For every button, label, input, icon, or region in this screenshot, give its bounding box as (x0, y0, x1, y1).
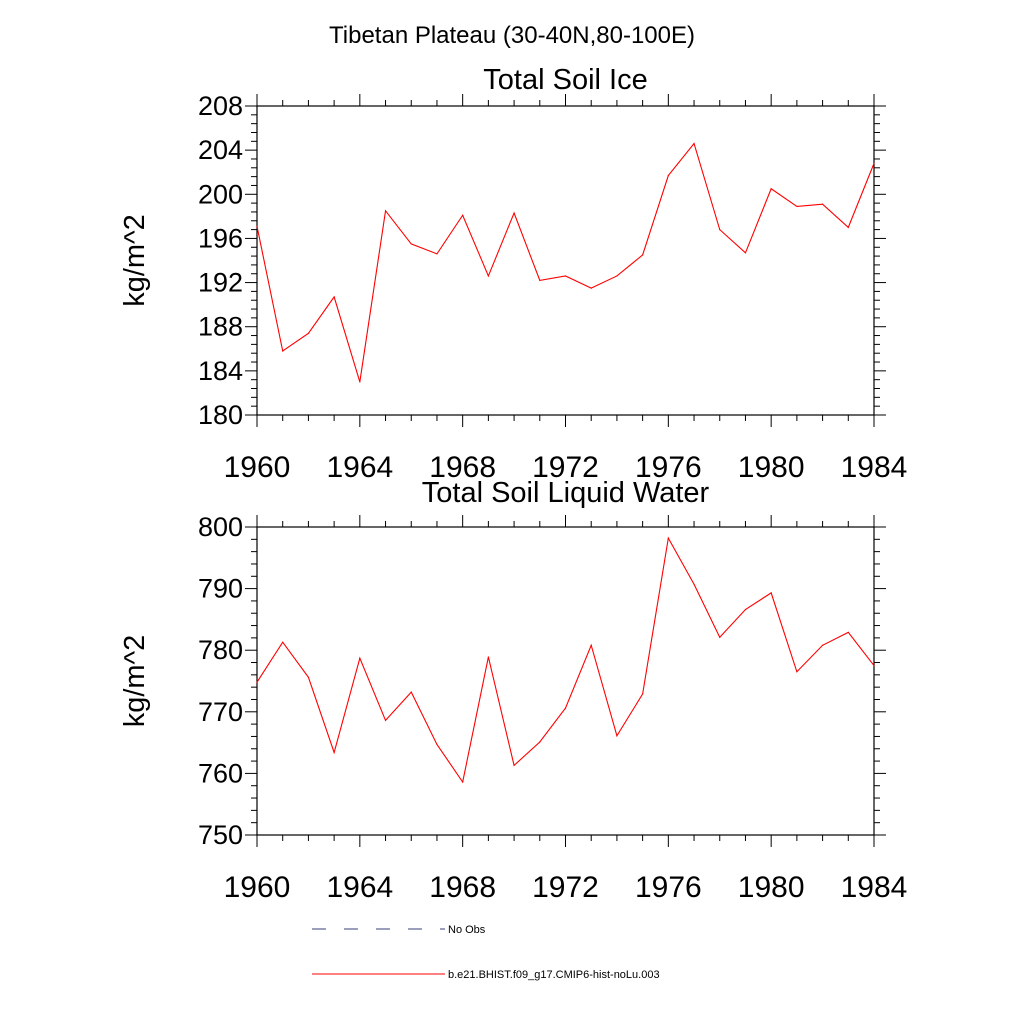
x-tick-label: 1964 (326, 451, 393, 484)
x-tick-label: 1972 (532, 871, 599, 904)
y-tick-label: 780 (198, 635, 243, 665)
y-axis-label: kg/m^2 (119, 635, 151, 728)
data-point (564, 275, 567, 277)
data-point (616, 735, 618, 737)
data-point (539, 741, 541, 743)
data-point (667, 537, 669, 539)
y-tick-label: 790 (198, 574, 243, 604)
data-point (667, 174, 669, 177)
x-tick-label: 1968 (429, 871, 496, 904)
data-point (513, 764, 515, 766)
data-point (873, 162, 875, 164)
data-point (282, 641, 284, 643)
data-point (693, 583, 695, 585)
legend: No Obs b.e21.BHIST.f09_g17.CMIP6-hist-noL… (312, 924, 660, 981)
series-line-1 (256, 142, 875, 383)
data-point (410, 691, 412, 693)
data-point (384, 210, 387, 212)
data-point (616, 275, 618, 277)
data-point (256, 681, 258, 683)
y-axis-label: kg/m^2 (119, 214, 151, 307)
chart-title: Total Soil Liquid Water (422, 477, 710, 509)
y-tick-label: 208 (198, 91, 243, 121)
data-point (821, 203, 824, 205)
chart-panel-2: Total Soil Liquid Water 750 760 770 780 790 80… (119, 477, 907, 904)
legend-label-2: b.e21.BHIST.f09_g17.CMIP6-hist-noLu.003 (448, 969, 660, 981)
x-tick-label: 1960 (224, 451, 291, 484)
x-tick-label: 1976 (635, 451, 702, 484)
legend-label-1: No Obs (448, 924, 486, 936)
series-line-1 (256, 536, 875, 784)
main-title: Tibetan Plateau (30-40N,80-100E) (329, 22, 695, 49)
x-tick-label: 1964 (326, 871, 393, 904)
data-point (642, 254, 644, 256)
data-point (770, 188, 772, 190)
y-tick-label: 184 (198, 356, 243, 386)
data-point (307, 676, 310, 678)
data-point (744, 608, 747, 611)
data-point (873, 665, 875, 667)
data-point (256, 225, 258, 227)
data-point (796, 205, 798, 208)
data-point (539, 279, 541, 281)
data-point (642, 693, 644, 695)
y-tick-label: 800 (198, 512, 243, 542)
data-point (847, 226, 849, 228)
data-point (744, 252, 747, 254)
data-point (821, 644, 824, 646)
data-point (513, 212, 515, 214)
y-tick-label: 192 (198, 268, 243, 298)
data-point (333, 751, 335, 754)
x-tick-label: 1968 (429, 451, 496, 484)
data-point (436, 743, 438, 746)
x-tick-label: 1976 (635, 871, 702, 904)
y-tick-label: 196 (198, 223, 243, 253)
x-tick-label: 1984 (841, 451, 908, 484)
data-point (693, 142, 695, 145)
x-tick-label: 1960 (224, 871, 291, 904)
data-point (487, 656, 489, 658)
y-tick-label: 770 (198, 697, 243, 727)
data-point (770, 592, 772, 594)
chart-panel-1: Total Soil Ice 180 184 188 192 196 200 204 208 19… (119, 64, 907, 484)
data-point (462, 781, 464, 783)
data-point (487, 275, 489, 277)
data-point (307, 332, 310, 334)
x-tick-label: 1972 (532, 451, 599, 484)
data-point (410, 243, 412, 245)
data-point (847, 631, 849, 633)
chart-title: Total Soil Ice (483, 64, 647, 96)
y-tick-label: 200 (198, 179, 243, 209)
data-point (333, 296, 335, 298)
data-point (719, 229, 721, 231)
y-tick-label: 760 (198, 758, 243, 788)
data-point (436, 253, 438, 255)
y-tick-label: 750 (198, 820, 243, 850)
data-point (462, 214, 464, 216)
data-point (384, 719, 387, 722)
plot-frame (256, 105, 875, 416)
data-point (796, 671, 798, 673)
y-tick-label: 180 (198, 400, 243, 430)
x-tick-label: 1984 (841, 871, 908, 904)
data-point (590, 287, 592, 289)
x-tick-label: 1980 (738, 451, 805, 484)
data-point (590, 644, 592, 646)
data-point (719, 636, 721, 638)
x-tick-label: 1980 (738, 871, 805, 904)
data-point (359, 381, 361, 383)
y-tick-label: 188 (198, 312, 243, 342)
plot-frame (256, 526, 875, 836)
data-point (359, 657, 361, 659)
y-tick-label: 204 (198, 135, 243, 165)
data-point (564, 707, 567, 709)
data-point (282, 350, 284, 352)
